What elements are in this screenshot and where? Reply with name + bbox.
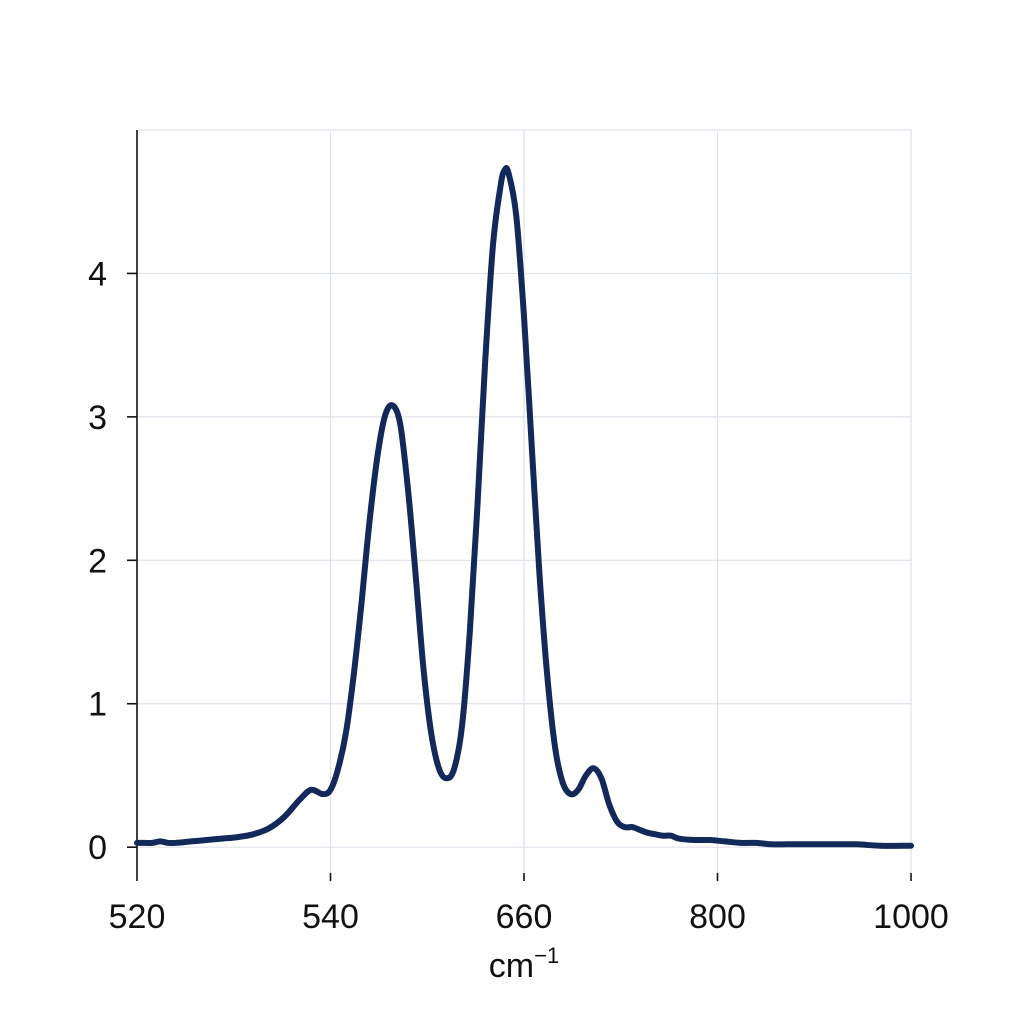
y-tick-label: 2 (88, 542, 107, 580)
y-tick-label: 1 (88, 686, 107, 724)
spectrum-line (134, 165, 914, 849)
x-axis-label-unit: cm (489, 947, 534, 985)
y-tick-label: 4 (88, 255, 107, 293)
y-tick-label: 3 (88, 399, 107, 437)
x-tick-label: 660 (496, 898, 553, 936)
x-tick-label: 800 (689, 898, 746, 936)
vertical-gridlines (137, 129, 912, 873)
x-axis: 520 540 660 800 1000 (109, 873, 949, 936)
y-axis: 0 1 2 3 4 (88, 130, 138, 873)
x-axis-label: cm−1 (489, 943, 559, 985)
x-tick-label: 1000 (873, 898, 949, 936)
y-tick-label: 0 (88, 829, 107, 867)
series-group (134, 165, 914, 849)
x-tick-label: 520 (109, 898, 166, 936)
x-axis-label-exponent: −1 (534, 943, 559, 968)
x-tick-label: 540 (302, 898, 359, 936)
